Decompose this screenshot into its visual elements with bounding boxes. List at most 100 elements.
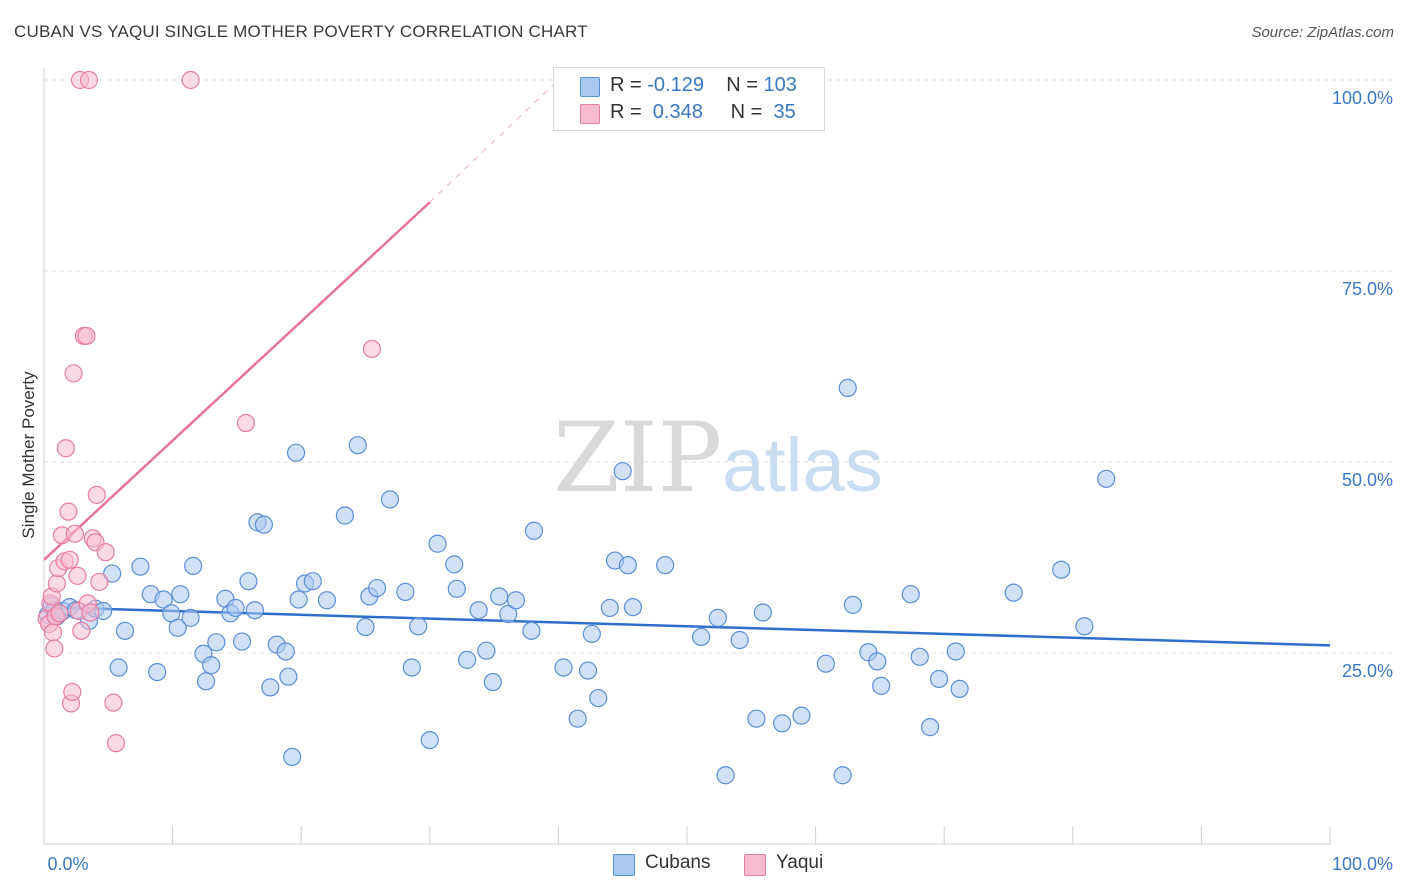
yaqui-point bbox=[96, 543, 115, 562]
cubans-point bbox=[447, 579, 466, 598]
yaqui-point bbox=[63, 682, 82, 702]
cubans-point bbox=[202, 656, 221, 675]
cubans-point bbox=[457, 650, 477, 669]
cubans-point bbox=[1075, 617, 1094, 636]
cubans-point bbox=[582, 624, 601, 644]
yaqui-point bbox=[43, 623, 63, 642]
legend-n-value: 35 bbox=[767, 101, 796, 123]
cubans-point bbox=[289, 590, 308, 609]
cubans-points bbox=[38, 378, 1116, 785]
yaqui-point bbox=[68, 566, 87, 585]
cubans-point bbox=[524, 521, 544, 540]
cubans-point bbox=[103, 564, 122, 583]
cubans-point bbox=[109, 658, 128, 677]
cubans-point bbox=[283, 747, 302, 767]
cubans-point bbox=[1004, 583, 1023, 602]
yaqui-trend-extension bbox=[429, 79, 559, 203]
yaqui-point bbox=[50, 604, 69, 623]
y-tick-label: 25.0% bbox=[1342, 661, 1393, 681]
yaqui-swatch bbox=[580, 104, 600, 124]
cubans-point bbox=[168, 618, 187, 637]
y-axis-label: Single Mother Poverty bbox=[19, 371, 38, 539]
yaqui-point bbox=[56, 439, 75, 458]
y-tick-label: 50.0% bbox=[1342, 470, 1393, 490]
cubans-point bbox=[656, 556, 675, 575]
cubans-point bbox=[477, 641, 496, 660]
cubans-point bbox=[367, 578, 387, 598]
source-label: Source: ZipAtlas.com bbox=[1251, 24, 1394, 41]
cubans-point bbox=[568, 709, 587, 728]
cubans-point bbox=[522, 621, 541, 640]
cubans-point bbox=[946, 642, 965, 661]
cubans-legend-label: Cubans bbox=[645, 852, 711, 873]
cubans-point bbox=[356, 617, 375, 637]
x-tick-label: 0.0% bbox=[47, 854, 88, 874]
cubans-point bbox=[1052, 560, 1071, 579]
cubans-point bbox=[506, 591, 526, 610]
cubans-point bbox=[613, 462, 632, 481]
legend-n-value: 103 bbox=[763, 74, 797, 96]
cubans-point bbox=[747, 709, 766, 728]
watermark-zip: ZIP bbox=[553, 402, 723, 514]
cubans-point bbox=[409, 617, 428, 636]
legend-r-value: -0.129 bbox=[647, 74, 704, 96]
legend-r-value: 0.348 bbox=[647, 101, 703, 123]
cubans-point bbox=[402, 658, 421, 677]
cubans-point bbox=[131, 557, 150, 576]
cubans-point bbox=[838, 378, 857, 397]
cubans-point bbox=[279, 667, 298, 686]
cubans-point bbox=[872, 676, 891, 695]
cubans-point bbox=[348, 436, 367, 455]
cubans-point bbox=[181, 608, 200, 627]
yaqui-trend-line bbox=[43, 201, 431, 561]
y-tick-labels: 25.0% 50.0% 75.0% 100.0% bbox=[1332, 88, 1393, 681]
yaqui-point bbox=[81, 603, 100, 622]
cubans-point bbox=[708, 608, 727, 627]
yaqui-point bbox=[59, 502, 78, 521]
legend-r-label: R = bbox=[610, 74, 642, 96]
stats-legend: R = -0.129 N = 103 R = 0.348 N = 35 bbox=[553, 67, 825, 131]
cubans-point bbox=[154, 590, 173, 609]
cubans-point bbox=[843, 595, 862, 614]
cubans-point bbox=[910, 647, 929, 666]
cubans-point bbox=[816, 654, 835, 673]
cubans-point bbox=[148, 662, 167, 682]
cubans-point bbox=[469, 601, 488, 620]
y-tick-label: 100.0% bbox=[1332, 88, 1393, 108]
yaqui-point bbox=[87, 485, 106, 504]
cubans-point bbox=[239, 572, 258, 591]
cubans-point bbox=[490, 587, 509, 606]
cubans-point bbox=[578, 661, 598, 680]
cubans-point bbox=[868, 652, 887, 671]
cubans-point bbox=[396, 582, 415, 601]
cubans-point bbox=[207, 633, 226, 652]
cubans-point bbox=[773, 714, 792, 733]
yaqui-point bbox=[60, 550, 79, 569]
x-tick-labels: 0.0% 100.0% bbox=[47, 854, 1393, 874]
cubans-point bbox=[730, 630, 749, 650]
cubans-point bbox=[792, 706, 811, 725]
cubans-point bbox=[901, 585, 920, 604]
y-tick-label: 75.0% bbox=[1342, 279, 1393, 299]
cubans-point bbox=[716, 766, 735, 785]
cubans-point bbox=[623, 598, 643, 617]
yaqui-point bbox=[106, 734, 126, 753]
cubans-point bbox=[254, 515, 274, 534]
cubans-point bbox=[286, 443, 306, 462]
trend-lines bbox=[43, 79, 1331, 647]
cubans-point bbox=[554, 658, 573, 677]
cubans-point bbox=[618, 556, 637, 575]
cubans-point bbox=[335, 506, 355, 525]
cubans-point bbox=[261, 678, 280, 697]
legend-n-label: N = bbox=[730, 101, 763, 123]
cubans-point bbox=[232, 632, 252, 651]
yaqui-point bbox=[64, 364, 83, 383]
cubans-swatch bbox=[580, 77, 600, 97]
cubans-point bbox=[589, 688, 608, 708]
cubans-point bbox=[692, 627, 711, 647]
legend-r-label: R = bbox=[610, 101, 642, 123]
cubans-legend-swatch bbox=[613, 854, 635, 876]
cubans-point bbox=[184, 556, 203, 576]
cubans-point bbox=[600, 598, 619, 618]
